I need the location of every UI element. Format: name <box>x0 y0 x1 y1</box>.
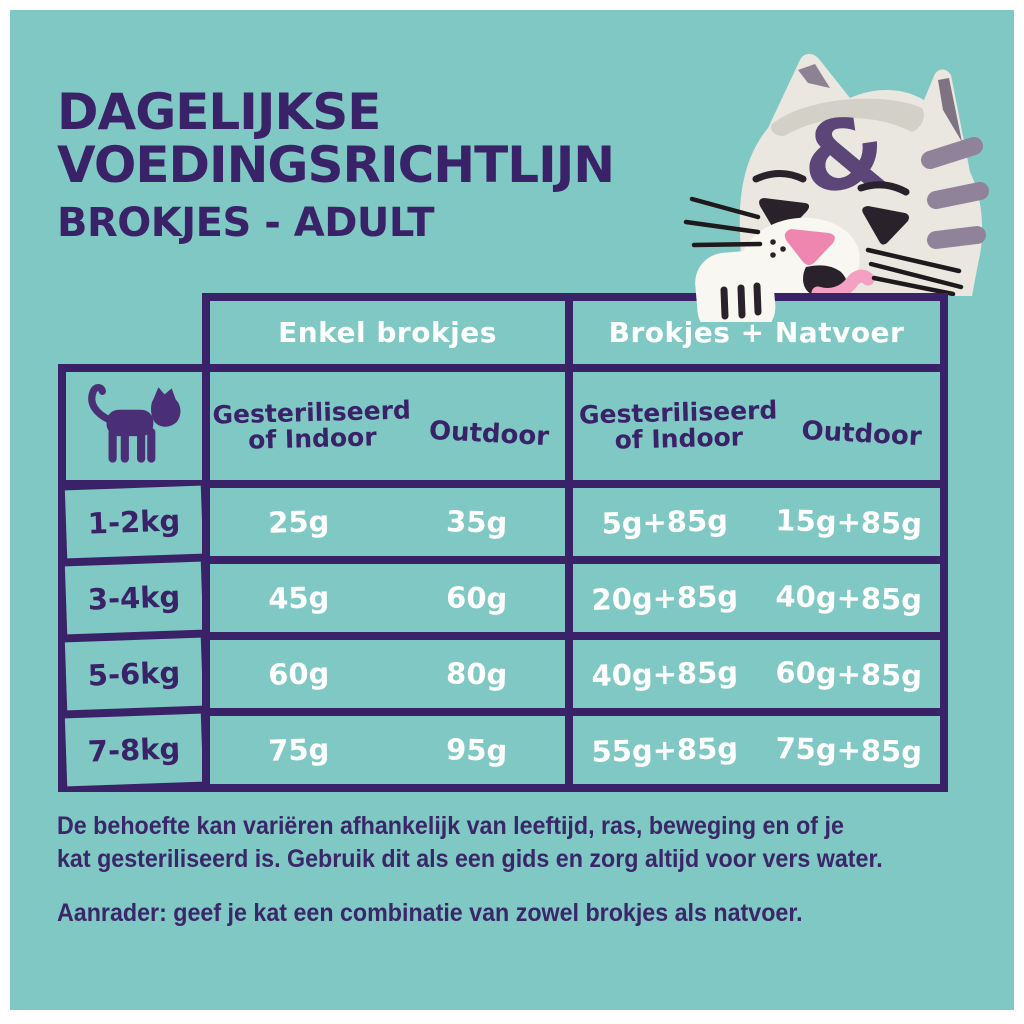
cat-paw-illustration <box>695 251 776 322</box>
footer-note-line1: De behoefte kan variëren afhankelijk van… <box>57 812 844 840</box>
page-subtitle: BROKJES - ADULT <box>57 200 435 246</box>
subheader-outdoor: Outdoor <box>800 415 923 453</box>
header: DAGELIJKSE VOEDINGSRICHTLIJN BROKJES - A… <box>57 83 615 247</box>
cat-eyebrows <box>752 170 910 196</box>
footer: De behoefte kan variëren afhankelijk van… <box>57 810 987 928</box>
ampersand-mark: & <box>795 94 893 217</box>
page-title: DAGELIJKSE VOEDINGSRICHTLIJN <box>57 83 615 194</box>
page-title-line2: VOEDINGSRICHTLIJN <box>57 136 615 194</box>
page-title-line1: DAGELIJKSE <box>57 83 381 141</box>
cat-right-ear-inner <box>938 78 962 142</box>
weight-row-label: 1-2kg <box>64 485 204 559</box>
footer-note: De behoefte kan variëren afhankelijk van… <box>57 810 987 877</box>
cat-mascot-illustration: & <box>683 53 989 296</box>
values-dry-only: 60g 80g <box>210 640 565 708</box>
cat-crown-patch <box>771 98 924 136</box>
cat-silhouette-icon <box>88 384 181 463</box>
values-dry-only: 75g 95g <box>210 716 565 784</box>
subheader-dry-wet: Gesteriliseerd of Indoor Outdoor <box>573 372 940 480</box>
cat-left-ear-inner <box>798 64 830 88</box>
group-header-dry-only: Enkel brokjes <box>210 301 565 364</box>
values-dry-only: 45g 60g <box>210 564 565 632</box>
cat-icon-cell <box>66 372 202 480</box>
cat-right-eye <box>862 206 909 245</box>
cat-claws <box>720 282 762 320</box>
values-dry-only: 25g 35g <box>210 488 565 556</box>
weight-row-label: 5-6kg <box>64 637 204 711</box>
values-dry-wet: 40g+85g 60g+85g <box>573 640 940 708</box>
subheader-sterilised: Gesteriliseerd of Indoor <box>212 395 412 455</box>
values-dry-wet: 20g+85g 40g+85g <box>573 564 940 632</box>
subheader-sterilised: Gesteriliseerd of Indoor <box>578 395 778 455</box>
cat-nose <box>784 229 835 265</box>
cat-paw-shape <box>695 251 776 322</box>
cat-side-stripes <box>921 137 989 249</box>
weight-row-label: 3-4kg <box>64 561 204 635</box>
subheader-outdoor: Outdoor <box>428 415 550 453</box>
values-dry-wet: 5g+85g 15g+85g <box>573 488 940 556</box>
values-dry-wet: 55g+85g 75g+85g <box>573 716 940 784</box>
cat-left-eye <box>759 198 810 237</box>
cat-whisker-dots <box>770 239 786 258</box>
weight-row-label: 7-8kg <box>64 713 204 787</box>
cat-whiskers <box>683 196 964 296</box>
footer-advice: Aanrader: geef je kat een combinatie van… <box>57 898 803 927</box>
teal-background: DAGELIJKSE VOEDINGSRICHTLIJN BROKJES - A… <box>10 10 1014 1010</box>
feeding-table: Enkel brokjes Brokjes + Natvoer Gesteril… <box>202 293 948 792</box>
weight-column: 1-2kg 3-4kg 5-6kg 7-8kg <box>58 364 210 792</box>
footer-note-line2: kat gesteriliseerd is. Gebruik dit als e… <box>57 845 883 874</box>
subheader-dry-only: Gesteriliseerd of Indoor Outdoor <box>210 372 565 480</box>
